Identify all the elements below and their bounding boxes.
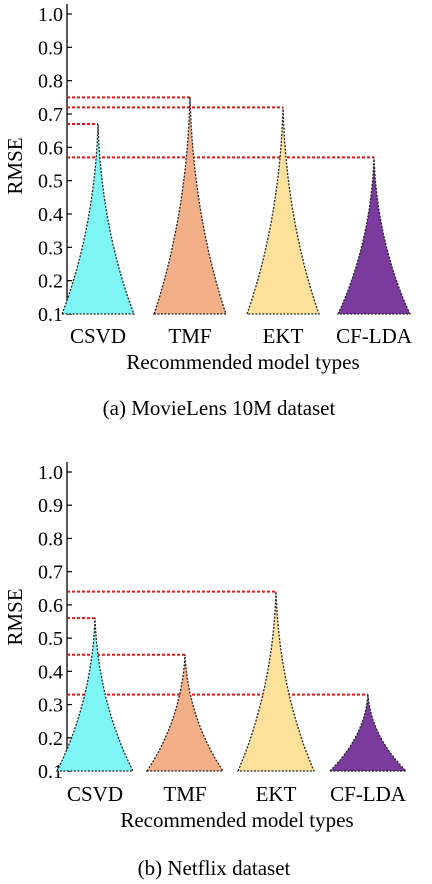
violin-ekt [246,107,320,315]
violin-tmf [145,654,225,772]
y-tick-label: 0.8 [38,528,63,550]
violin-cf-lda [336,157,412,315]
y-tick-label: 0.6 [38,137,63,159]
violin-tmf [153,97,227,315]
y-tick-label: 0.3 [38,237,63,259]
reference-lines [67,96,374,159]
y-ticks: 0.1 0.2 0.3 0.4 0.5 0.6 0.7 0.8 0.9 1.0 [38,462,72,783]
x-axis-title: Recommended model types [126,350,359,374]
x-axis-title: Recommended model types [120,808,353,832]
y-tick-label: 0.4 [38,661,63,683]
y-tick-label: 0.6 [38,595,63,617]
violin-cf-lda [328,694,408,772]
y-tick-label: 0.5 [38,628,63,650]
category-label-ekt: EKT [256,782,297,806]
y-tick-label: 0.5 [38,171,63,193]
chart-panel-movielens: 0.1 0.2 0.3 0.4 0.5 0.6 0.7 0.8 0.9 1.0 CSVD TMF EK… [3,4,413,420]
y-tick-label: 0.9 [38,37,63,59]
violins [55,591,408,772]
y-axis-title: RMSE [3,588,27,645]
y-tick-label: 0.2 [38,271,63,293]
y-tick-label: 1.0 [38,4,63,26]
y-tick-label: 0.9 [38,495,63,517]
y-tick-label: 0.8 [38,71,63,93]
category-label-csvd: CSVD [70,324,126,348]
category-label-tmf: TMF [163,782,206,806]
violin-csvd [61,123,135,315]
category-label-tmf: TMF [168,324,211,348]
category-label-cf-lda: CF-LDA [330,782,407,806]
category-labels: CSVD TMF EKT CF-LDA [70,324,413,348]
violins [61,97,412,315]
y-tick-label: 0.3 [38,695,63,717]
y-tick-label: 0.7 [38,104,63,126]
y-tick-label: 0.7 [38,562,63,584]
violin-ekt [237,591,315,772]
caption-a: (a) MovieLens 10M dataset [103,396,336,420]
y-tick-label: 0.2 [38,728,63,750]
category-labels: CSVD TMF EKT CF-LDA [67,782,407,806]
reference-lines [67,590,368,696]
category-label-ekt: EKT [263,324,304,348]
y-tick-label: 0.4 [38,204,63,226]
chart-panel-netflix: 0.1 0.2 0.3 0.4 0.5 0.6 0.7 0.8 0.9 1.0 CSVD TMF EK… [3,462,408,880]
category-label-cf-lda: CF-LDA [336,324,413,348]
violin-csvd [55,618,135,772]
y-ticks: 0.1 0.2 0.3 0.4 0.5 0.6 0.7 0.8 0.9 1.0 [38,4,72,326]
y-tick-label: 0.1 [38,761,63,783]
y-axis-title: RMSE [3,137,27,194]
y-tick-label: 0.1 [38,304,63,326]
category-label-csvd: CSVD [67,782,123,806]
caption-b: (b) Netflix dataset [138,856,291,880]
y-tick-label: 1.0 [38,462,63,484]
